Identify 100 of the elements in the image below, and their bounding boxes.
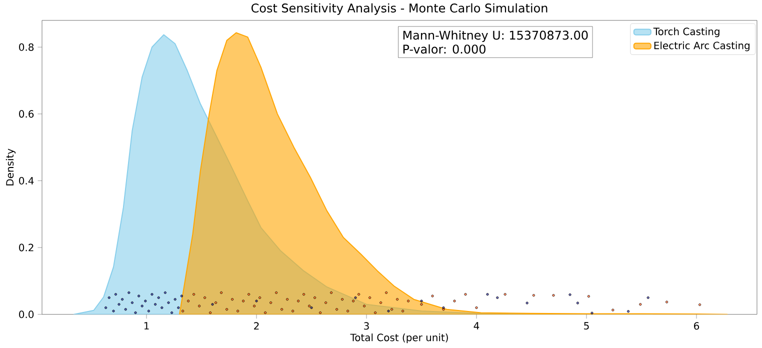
point xyxy=(292,310,294,312)
x-axis-title: Total Cost (per unit) xyxy=(350,333,448,343)
point xyxy=(258,296,262,299)
point xyxy=(420,300,423,302)
point xyxy=(275,291,278,294)
point xyxy=(214,301,218,304)
point xyxy=(192,292,196,296)
point xyxy=(118,302,120,306)
point xyxy=(104,306,108,309)
y-tick-label: 0.4 xyxy=(19,176,34,184)
point xyxy=(665,300,668,304)
point xyxy=(128,291,130,294)
point xyxy=(612,308,614,312)
point xyxy=(114,292,118,296)
point xyxy=(124,308,127,310)
point xyxy=(363,304,366,308)
point xyxy=(346,310,350,312)
point xyxy=(431,294,434,298)
point xyxy=(147,310,150,312)
point xyxy=(385,291,388,294)
point xyxy=(182,310,184,312)
point xyxy=(354,296,357,299)
point xyxy=(231,298,234,300)
point xyxy=(154,302,157,306)
point xyxy=(387,310,390,312)
point xyxy=(130,301,134,304)
point xyxy=(568,293,572,296)
point xyxy=(526,302,528,304)
point xyxy=(187,300,190,302)
legend-label: Torch Casting xyxy=(653,27,720,37)
point xyxy=(358,292,360,296)
point xyxy=(352,300,355,302)
annotation: P-valor: 0.000 xyxy=(403,44,486,54)
point xyxy=(226,308,228,310)
point xyxy=(177,306,180,309)
point xyxy=(407,300,410,302)
point xyxy=(270,301,272,304)
point xyxy=(302,292,306,296)
point xyxy=(402,310,404,312)
point xyxy=(180,294,184,298)
point xyxy=(121,298,124,300)
x-tick-label: 4 xyxy=(474,322,480,330)
point xyxy=(336,308,338,310)
point xyxy=(368,296,372,299)
point xyxy=(453,300,456,302)
point xyxy=(380,301,382,304)
y-axis-title: Density xyxy=(6,148,16,186)
point xyxy=(496,296,499,299)
point xyxy=(324,301,328,304)
x-tick-label: 1 xyxy=(144,322,149,330)
legend-label: Electric Arc Casting xyxy=(654,41,750,52)
chart-title: Cost Sensitivity Analysis - Monte Carlo Simulation xyxy=(252,3,548,15)
point xyxy=(174,298,176,300)
point xyxy=(532,294,535,296)
point xyxy=(587,294,590,298)
point xyxy=(590,312,594,314)
annotation: Mann-Whitney U: 15370873.00 xyxy=(403,30,588,42)
point xyxy=(236,310,240,312)
point xyxy=(374,311,377,314)
point xyxy=(167,301,170,304)
point xyxy=(396,298,399,300)
point xyxy=(170,311,174,314)
point xyxy=(646,296,650,299)
point xyxy=(242,300,245,302)
point xyxy=(255,300,258,302)
point xyxy=(297,300,300,302)
x-tick-label: 5 xyxy=(584,322,589,330)
point xyxy=(108,296,110,299)
point xyxy=(160,306,164,309)
point xyxy=(144,300,147,302)
point xyxy=(639,302,642,306)
y-tick-label: 0.8 xyxy=(19,43,34,51)
point xyxy=(220,291,223,294)
point xyxy=(248,292,250,296)
point xyxy=(138,294,140,298)
point xyxy=(150,292,154,296)
point xyxy=(464,292,467,296)
point xyxy=(264,311,267,314)
x-tick-label: 3 xyxy=(364,322,369,330)
point xyxy=(420,302,423,306)
point xyxy=(552,294,555,296)
point xyxy=(198,304,201,308)
point xyxy=(164,291,167,294)
point xyxy=(253,304,256,308)
point xyxy=(698,303,702,306)
point xyxy=(576,302,579,304)
point xyxy=(486,292,489,296)
point xyxy=(390,308,394,310)
point xyxy=(286,298,289,300)
y-tick-label: 0.6 xyxy=(19,110,34,118)
point xyxy=(209,311,212,314)
point xyxy=(475,306,478,309)
point xyxy=(140,304,144,308)
point xyxy=(319,311,322,314)
x-tick-label: 6 xyxy=(694,322,700,330)
point xyxy=(204,296,206,299)
point xyxy=(314,296,316,299)
y-tick-label: 0.0 xyxy=(19,310,34,318)
point xyxy=(134,311,137,314)
point xyxy=(157,296,160,299)
